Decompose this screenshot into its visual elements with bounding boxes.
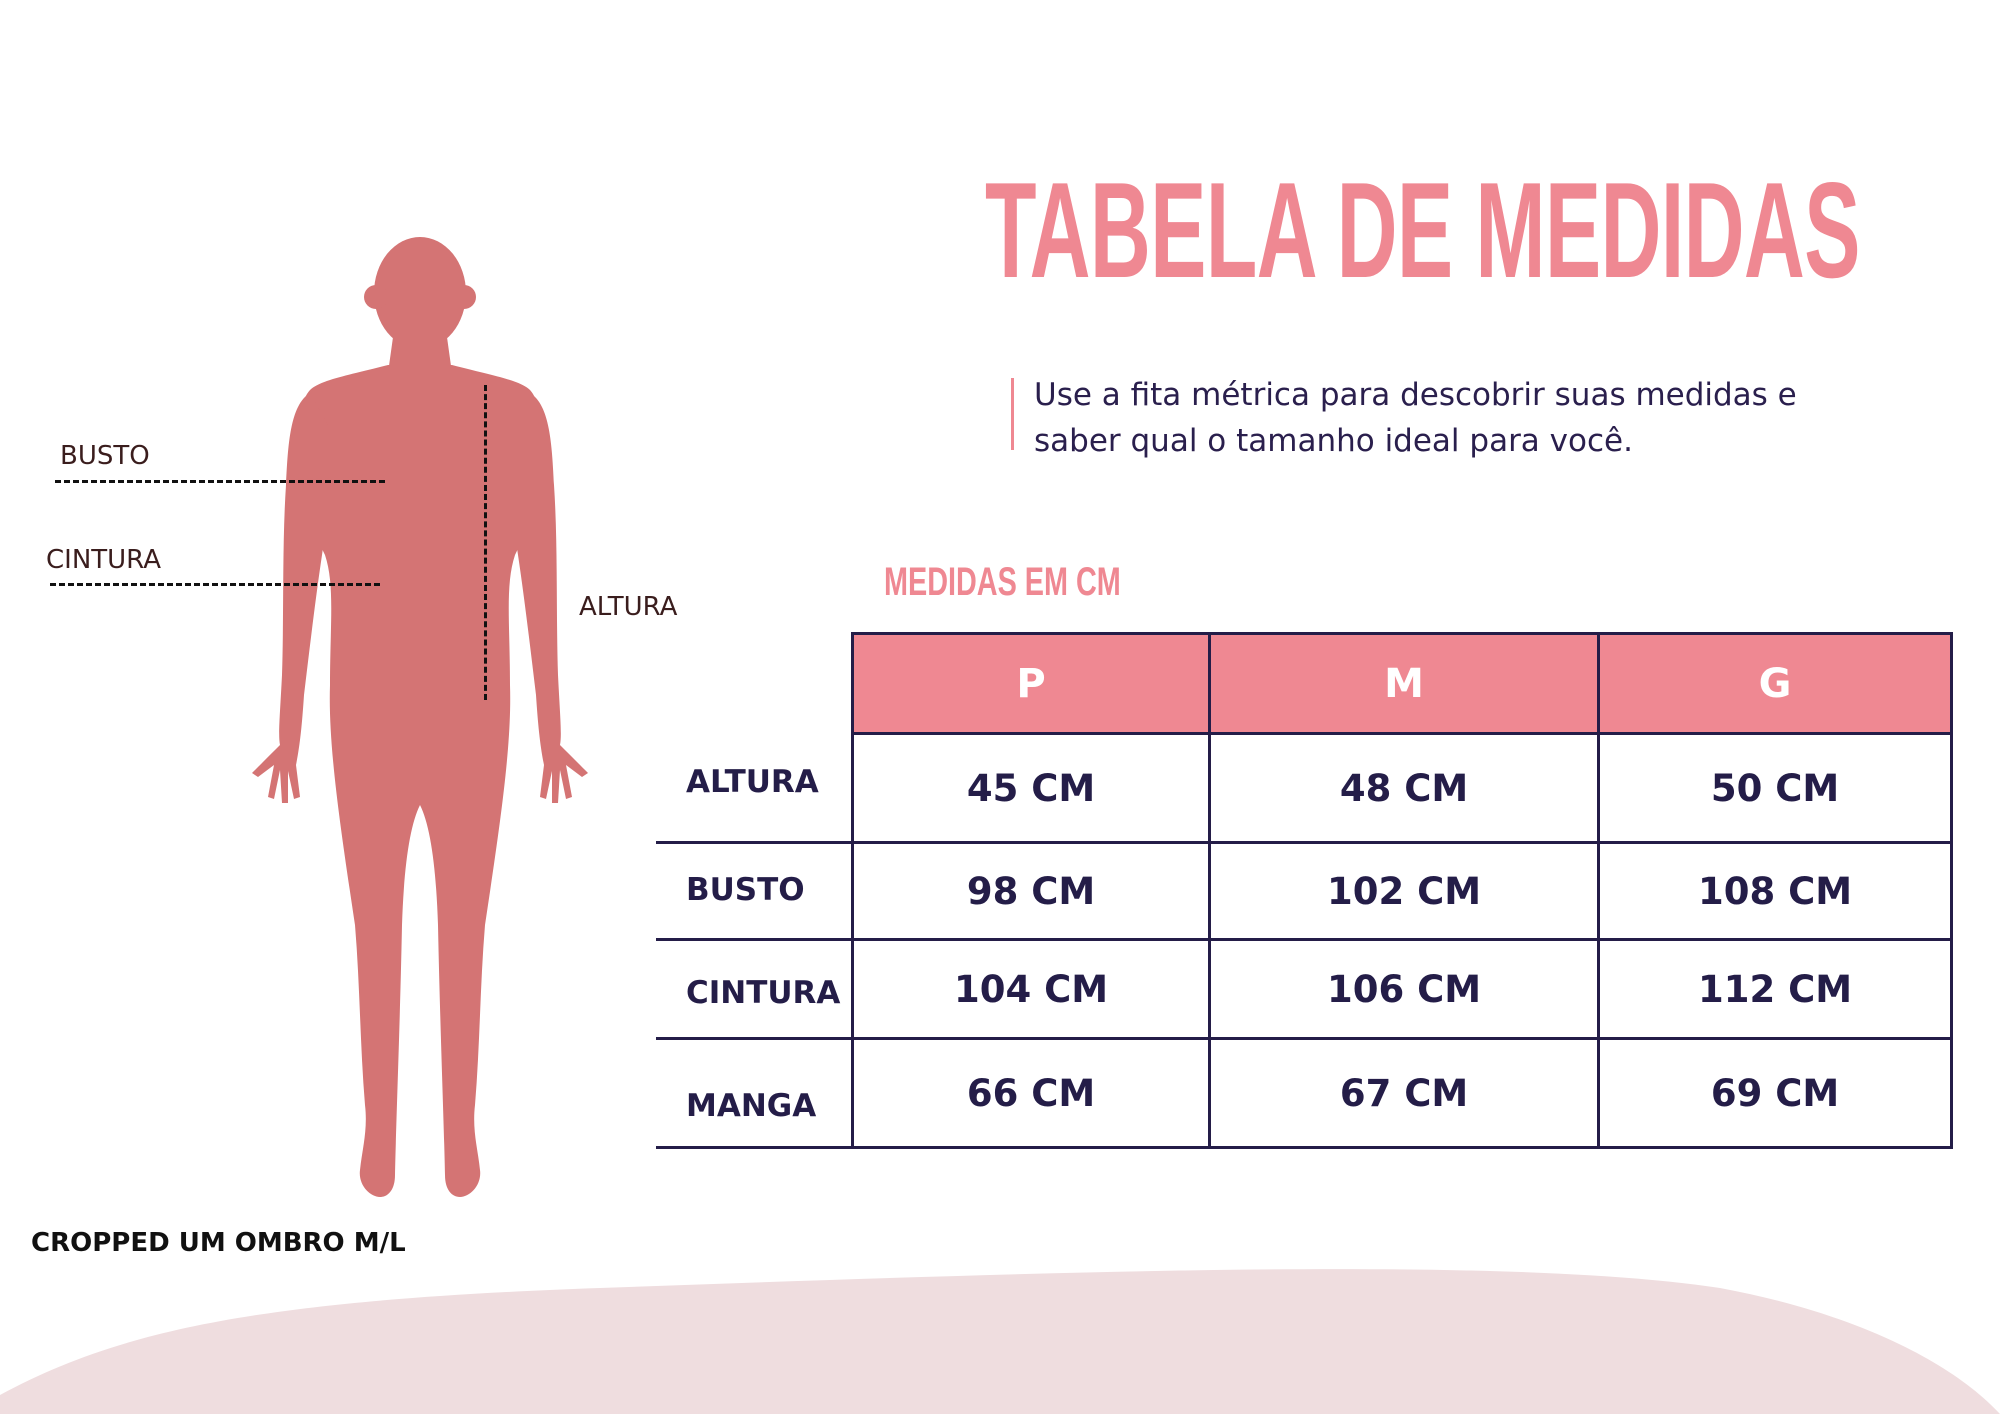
table-cell-busto-p: 98 CM [851, 841, 1211, 941]
table-cell-altura-m: 48 CM [1208, 732, 1600, 844]
row-divider [656, 938, 853, 941]
intro-line-1: Use a fita métrica para descobrir suas m… [1034, 377, 1797, 413]
size-header-m: M [1208, 632, 1600, 735]
table-cell-manga-g: 69 CM [1597, 1037, 1953, 1149]
row-label-altura: ALTURA [686, 764, 819, 800]
table-cell-busto-g: 108 CM [1597, 841, 1953, 941]
busto-label: BUSTO [60, 441, 150, 471]
table-cell-manga-m: 67 CM [1208, 1037, 1600, 1149]
size-header-p: P [851, 632, 1211, 735]
row-divider [656, 1146, 853, 1149]
intro-accent-bar [1011, 378, 1014, 450]
page-title: TABELA DE MEDIDAS [985, 154, 1860, 306]
product-name: CROPPED UM OMBRO M/L [31, 1228, 406, 1258]
table-cell-cintura-p: 104 CM [851, 938, 1211, 1040]
busto-dashed-line [55, 480, 385, 483]
row-divider [656, 1037, 853, 1040]
intro-line-2: saber qual o tamanho ideal para você. [1034, 423, 1633, 459]
cintura-label: CINTURA [46, 545, 161, 575]
table-cell-altura-p: 45 CM [851, 732, 1211, 844]
intro-text: Use a fita métrica para descobrir suas m… [1034, 372, 1934, 464]
row-label-cintura: CINTURA [686, 975, 841, 1011]
altura-dashed-line [484, 385, 487, 700]
row-label-busto: BUSTO [686, 872, 805, 908]
row-label-manga: MANGA [686, 1088, 817, 1124]
table-cell-cintura-m: 106 CM [1208, 938, 1600, 1040]
row-divider [656, 841, 853, 844]
cintura-dashed-line [50, 583, 380, 586]
units-heading: MEDIDAS EM CM [884, 560, 1121, 604]
table-cell-manga-p: 66 CM [851, 1037, 1211, 1149]
body-silhouette-illustration [252, 237, 588, 1197]
table-cell-altura-g: 50 CM [1597, 732, 1953, 844]
size-header-g: G [1597, 632, 1953, 735]
altura-label: ALTURA [579, 592, 678, 622]
table-cell-busto-m: 102 CM [1208, 841, 1600, 941]
table-cell-cintura-g: 112 CM [1597, 938, 1953, 1040]
